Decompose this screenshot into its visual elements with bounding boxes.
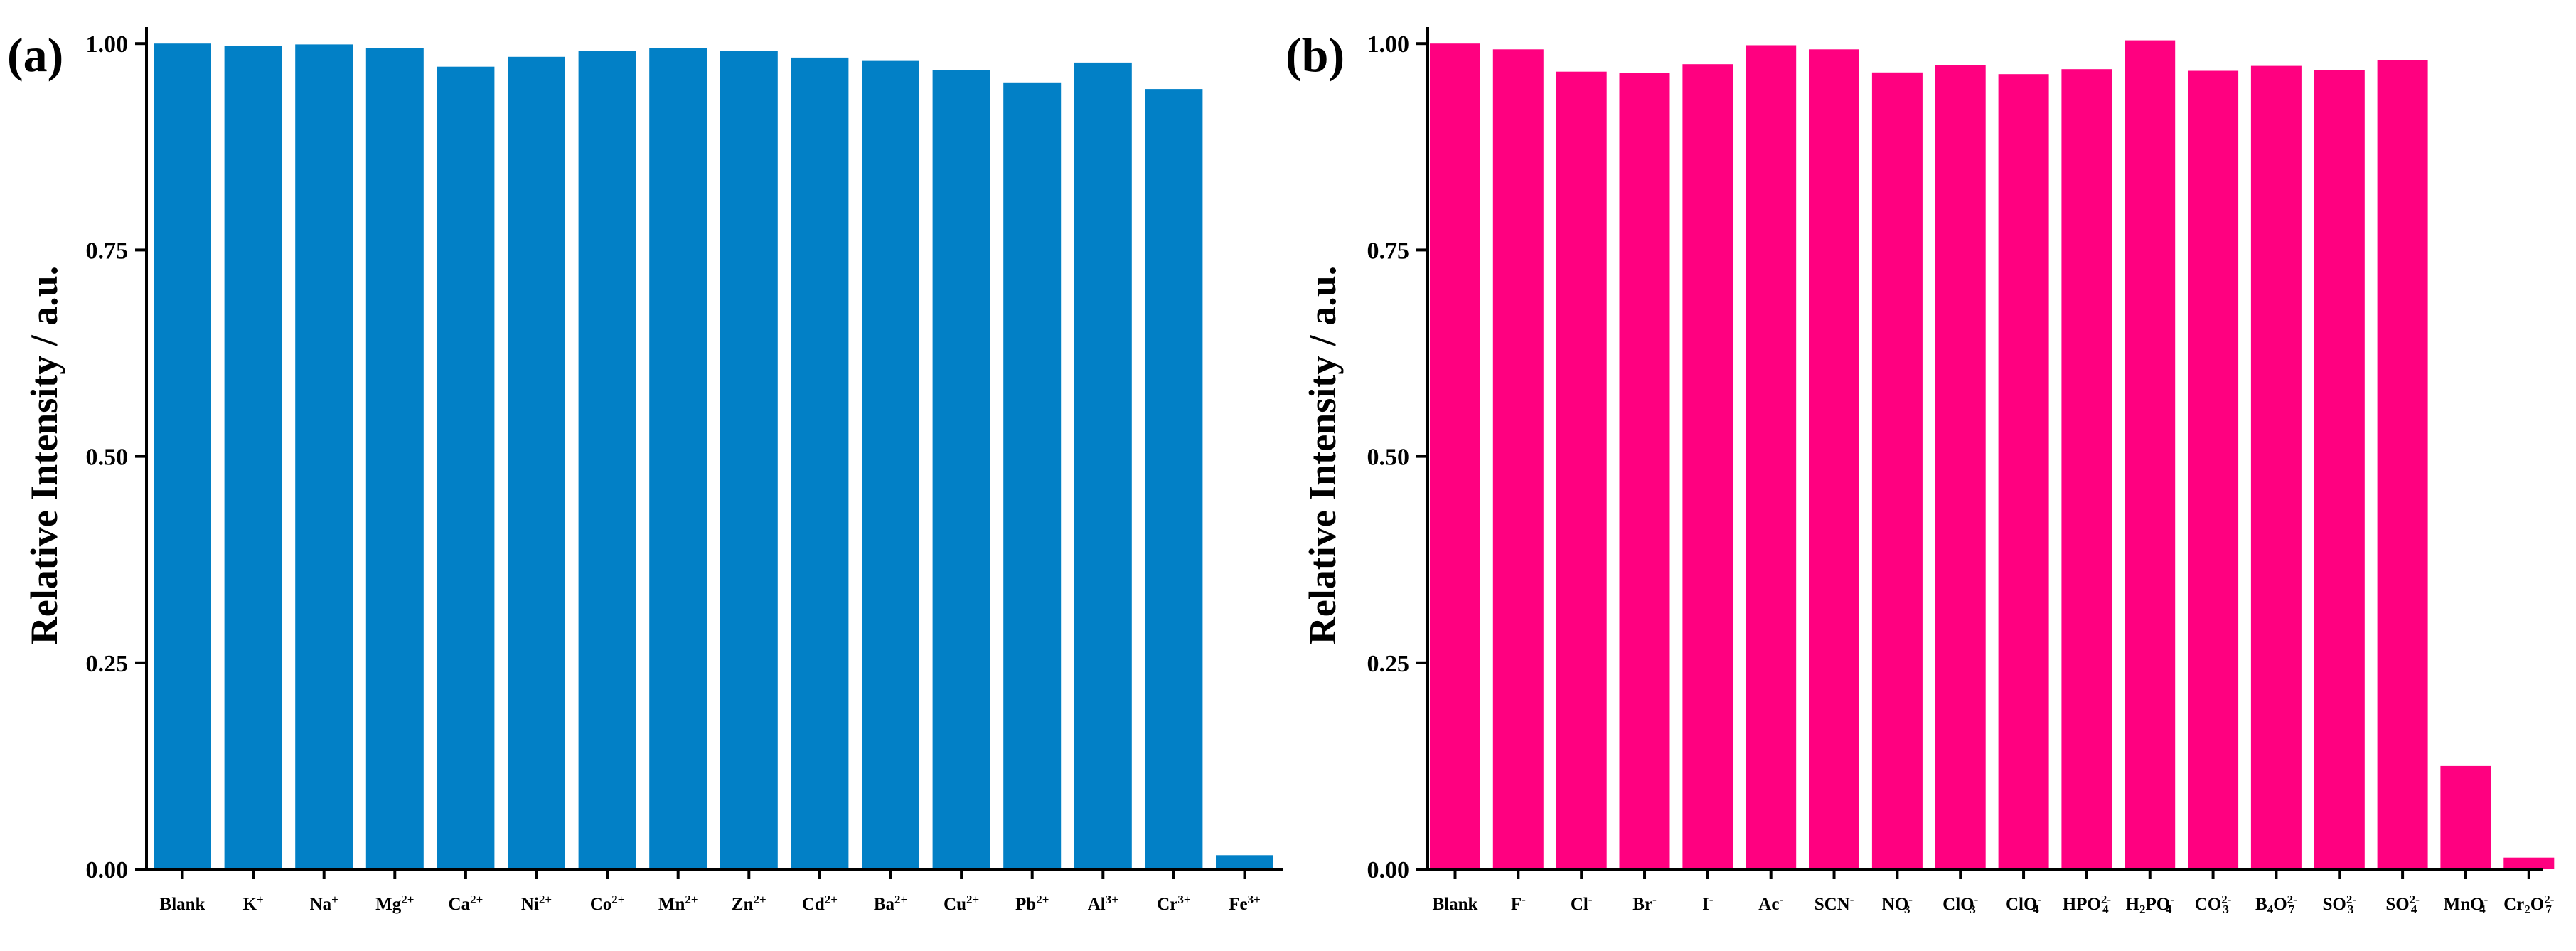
x-tick-label: Ni2+ (521, 893, 552, 914)
bar (791, 57, 849, 869)
panel-label: (b) (1286, 28, 1345, 82)
x-tick-label: Cl- (1571, 893, 1593, 914)
x-tick-label: ClO-4 (2006, 893, 2041, 916)
x-tick-label: Ca2+ (449, 893, 483, 914)
x-tick-label: Ba2+ (874, 893, 907, 914)
x-tick-label: F- (1511, 893, 1526, 914)
bar (2125, 40, 2176, 870)
y-tick-label: 0.50 (1367, 445, 1410, 471)
bar (1809, 49, 1859, 869)
bar (365, 48, 424, 869)
bar (649, 48, 707, 869)
panel-a: 0.00 0.25 0.50 0.75 1.00 Blank K+ Na+ Mg2+ Ca2+ Ni… (7, 27, 1283, 914)
bar (1216, 855, 1273, 869)
y-tick-label: 0.75 (1367, 238, 1410, 264)
x-tick-label: SO2-4 (2385, 893, 2420, 916)
y-tick-label: 1.00 (1367, 31, 1410, 58)
x-tick-label: SCN- (1815, 893, 1854, 914)
bar (1935, 65, 1986, 869)
x-tick-label: Fe3+ (1229, 893, 1261, 914)
bar (862, 60, 919, 870)
x-tick-label: Zn2+ (732, 893, 766, 914)
x-tick-label: Al3+ (1088, 893, 1118, 914)
bar (154, 43, 211, 870)
bar (1998, 74, 2049, 870)
bar (1746, 45, 1797, 869)
bar (2188, 70, 2239, 869)
bar (1871, 72, 1923, 869)
bar (295, 44, 353, 869)
y-tick-label: 0.00 (1367, 857, 1410, 883)
x-tick-label: NO-3 (1882, 893, 1913, 916)
y-axis-label: Relative Intensity / a.u. (1301, 266, 1344, 645)
y-tick-label: 0.50 (86, 445, 129, 471)
x-tick-label: Blank (160, 895, 205, 914)
bar (1682, 64, 1733, 870)
bar (2250, 65, 2302, 870)
bar (578, 51, 636, 870)
bar (2377, 60, 2428, 869)
x-tick-label: CO2-3 (2195, 893, 2232, 916)
y-tick-label: 0.00 (86, 857, 129, 883)
x-tick-label: Co2+ (590, 893, 625, 914)
bar (2061, 69, 2112, 870)
bar (224, 46, 282, 870)
x-tick-label: H2PO-4 (2126, 893, 2175, 916)
y-tick-label: 1.00 (86, 31, 129, 58)
x-tick-label: B4O2-7 (2255, 893, 2297, 916)
x-tick-label: Ac- (1758, 893, 1783, 914)
bar (1430, 43, 1480, 870)
x-tick-label: Pb2+ (1015, 893, 1049, 914)
bar (932, 70, 990, 869)
x-tick-label: Na+ (310, 893, 338, 914)
x-tick-label: ClO-3 (1942, 893, 1978, 916)
bar (2440, 765, 2491, 869)
bar (720, 51, 778, 870)
y-tick-label: 0.25 (86, 651, 129, 677)
x-tick-label: MnO-4 (2444, 893, 2489, 916)
bar (1074, 62, 1132, 869)
x-tick-label: Mg2+ (375, 893, 414, 914)
x-tick-label: K+ (243, 893, 264, 914)
bar (1003, 82, 1062, 869)
x-tick-label: Br- (1632, 893, 1657, 914)
bar (1492, 49, 1544, 869)
x-tick-label: Blank (1433, 895, 1478, 914)
x-tick-label: HPO2-4 (2063, 893, 2112, 916)
x-tick-label: Cr3+ (1157, 893, 1190, 914)
bar (1619, 73, 1670, 869)
x-tick-label: I- (1702, 893, 1714, 914)
y-axis-label: Relative Intensity / a.u. (23, 266, 65, 645)
y-tick-label: 0.25 (1367, 651, 1410, 677)
bar (1556, 71, 1607, 870)
x-tick-label: SO2-3 (2322, 893, 2356, 916)
bar (437, 66, 495, 870)
bar (2503, 857, 2555, 869)
y-tick-label: 0.75 (86, 238, 129, 264)
x-tick-label: Cu2+ (944, 893, 979, 914)
bar (1145, 89, 1203, 870)
bar (2314, 70, 2365, 869)
x-tick-label: Cr2O2-7 (2503, 893, 2555, 916)
bar (508, 56, 565, 869)
panel-label: (a) (7, 28, 63, 82)
x-tick-label: Cd2+ (802, 893, 838, 914)
x-tick-label: Mn2+ (658, 893, 698, 914)
panel-b: 0.00 0.25 0.50 0.75 1.00 Blank F- Cl- Br- I- Ac- SC… (1286, 27, 2555, 916)
